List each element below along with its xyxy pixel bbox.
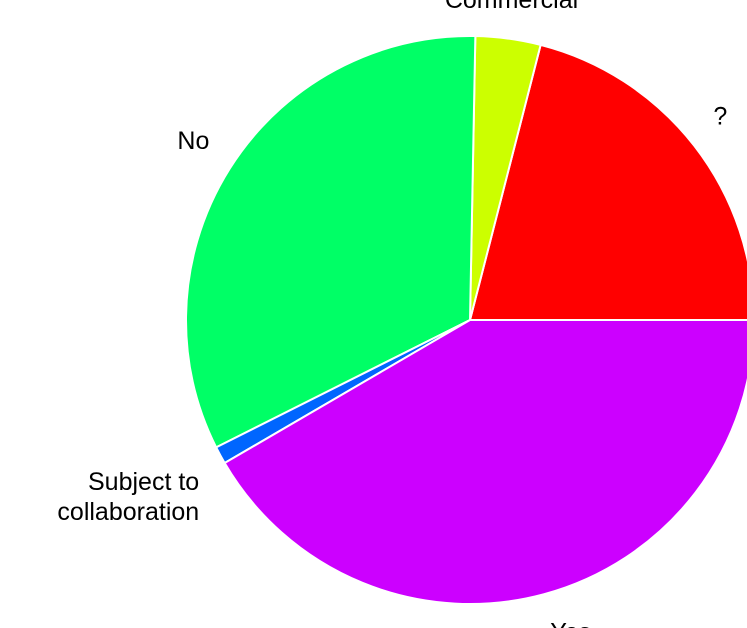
pie-slice-yes — [223, 319, 747, 605]
pie-label-commercial: Commercial — [445, 0, 578, 14]
pie-label-yes: Yes — [550, 619, 591, 628]
pie-slice-unknown — [469, 43, 747, 321]
pie-label-line: ? — [713, 103, 727, 131]
pie-label-unknown: ? — [713, 103, 727, 131]
pie-label-line: Commercial — [445, 0, 578, 14]
pie-label-line: Yes — [550, 619, 591, 628]
pie-label-line: collaboration — [57, 498, 199, 526]
pie-slices — [185, 35, 747, 605]
pie-label-subject-to-collaboration: Subject to collaboration — [57, 468, 199, 526]
pie-label-line: Subject to — [88, 468, 199, 496]
pie-label-no: No — [177, 127, 209, 155]
pie-label-line: No — [177, 127, 209, 155]
pie-slice-no — [185, 35, 477, 449]
